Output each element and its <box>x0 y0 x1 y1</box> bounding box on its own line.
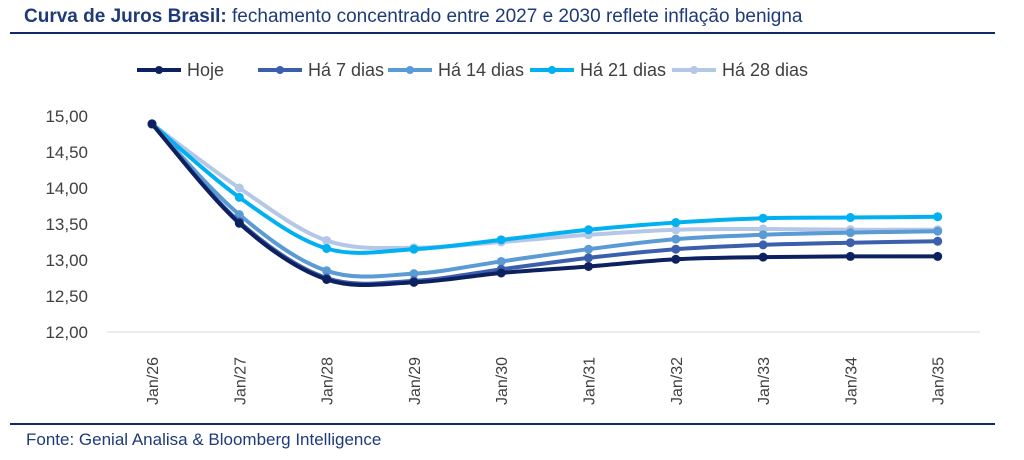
data-point <box>933 251 943 261</box>
data-point <box>584 253 593 263</box>
data-point <box>584 225 593 235</box>
data-point <box>845 251 855 261</box>
x-tick-label: Jan/27 <box>232 357 249 405</box>
series-line-hoje <box>150 121 940 288</box>
data-point <box>933 212 943 222</box>
data-point <box>758 240 768 250</box>
x-tick-label: Jan/29 <box>407 357 424 405</box>
data-point <box>234 210 244 220</box>
x-tick-label: Jan/35 <box>931 357 948 405</box>
y-tick-label: 12,00 <box>45 323 88 342</box>
data-point <box>322 266 332 276</box>
x-tick-label: Jan/26 <box>145 357 162 405</box>
y-tick-label: 14,50 <box>45 143 88 162</box>
x-tick-label: Jan/32 <box>669 357 686 405</box>
series-line-há-7-dias <box>150 121 940 286</box>
legend-label: Há 7 dias <box>308 60 384 80</box>
legend-label: Hoje <box>187 60 224 80</box>
legend-marker <box>276 66 284 74</box>
legend-label: Há 21 dias <box>580 60 666 80</box>
x-tick-label: Jan/31 <box>582 357 599 405</box>
data-point <box>322 274 332 284</box>
data-point <box>409 244 419 254</box>
data-point <box>758 230 768 240</box>
data-point <box>671 225 681 235</box>
series-line-há-14-dias <box>150 121 940 279</box>
x-tick-label: Jan/34 <box>843 357 860 405</box>
y-tick-label: 13,50 <box>45 215 88 234</box>
data-point <box>933 226 943 236</box>
legend-marker <box>690 66 698 74</box>
x-tick-label: Jan/28 <box>320 357 337 405</box>
x-tick-label: Jan/33 <box>756 357 773 405</box>
data-point <box>322 243 332 253</box>
data-point <box>845 228 855 238</box>
source-rule <box>10 423 995 425</box>
data-point <box>496 256 506 266</box>
data-point <box>496 268 506 278</box>
y-tick-label: 15,00 <box>45 107 88 126</box>
data-point <box>933 236 943 246</box>
data-point <box>496 235 506 245</box>
data-point <box>234 218 244 228</box>
title-rule <box>10 32 995 34</box>
data-point <box>409 269 419 279</box>
y-tick-label: 14,00 <box>45 179 88 198</box>
legend-label: Há 28 dias <box>722 60 808 80</box>
data-point <box>845 238 855 248</box>
legend-marker <box>548 66 556 74</box>
data-point <box>322 236 332 246</box>
data-point <box>671 244 681 254</box>
legend-marker <box>406 66 414 74</box>
series-line-há-21-dias <box>150 121 940 255</box>
data-point <box>409 277 419 287</box>
chart-title: Curva de Juros Brasil: fechamento concen… <box>24 6 802 28</box>
legend-marker <box>155 66 163 74</box>
y-tick-label: 13,00 <box>45 251 88 270</box>
data-point <box>147 119 157 129</box>
data-point <box>671 234 681 244</box>
data-point <box>758 213 768 223</box>
data-point <box>234 183 244 193</box>
legend-label: Há 14 dias <box>438 60 524 80</box>
x-tick-label: Jan/30 <box>494 357 511 405</box>
data-point <box>234 192 244 202</box>
data-point <box>845 213 855 223</box>
title-bold: Curva de Juros Brasil: <box>24 6 227 27</box>
source-note: Fonte: Genial Analisa & Bloomberg Intell… <box>26 430 382 449</box>
title-rest: fechamento concentrado entre 2027 e 2030… <box>226 6 803 27</box>
data-point <box>671 218 681 228</box>
data-point <box>584 244 593 254</box>
data-point <box>584 261 593 271</box>
data-point <box>671 254 681 264</box>
y-tick-label: 12,50 <box>45 287 88 306</box>
series-line-há-28-dias <box>150 121 940 250</box>
data-point <box>758 252 768 262</box>
